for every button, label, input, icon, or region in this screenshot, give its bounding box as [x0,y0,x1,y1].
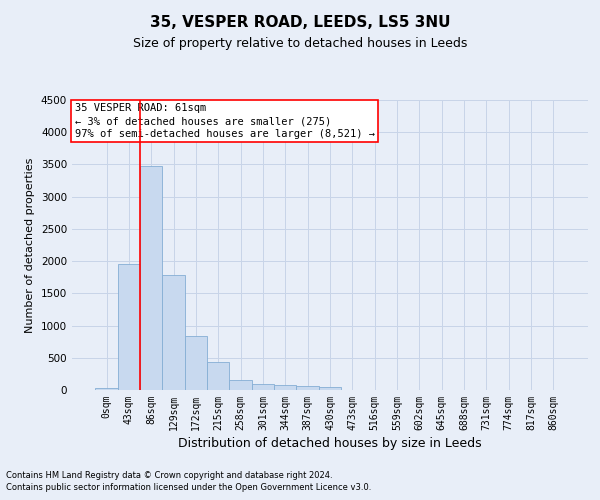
Text: Contains HM Land Registry data © Crown copyright and database right 2024.: Contains HM Land Registry data © Crown c… [6,470,332,480]
Bar [95,388,118,390]
Text: 35 VESPER ROAD: 61sqm
← 3% of detached houses are smaller (275)
97% of semi-deta: 35 VESPER ROAD: 61sqm ← 3% of detached h… [74,103,374,140]
Bar [185,336,207,390]
Bar [319,387,341,390]
Bar [118,264,140,390]
Bar [140,166,163,390]
Bar [252,384,274,390]
Y-axis label: Number of detached properties: Number of detached properties [25,158,35,332]
Text: Contains public sector information licensed under the Open Government Licence v3: Contains public sector information licen… [6,483,371,492]
Bar [163,276,185,390]
Bar [296,386,319,390]
X-axis label: Distribution of detached houses by size in Leeds: Distribution of detached houses by size … [178,437,482,450]
Bar [207,362,229,390]
Text: 35, VESPER ROAD, LEEDS, LS5 3NU: 35, VESPER ROAD, LEEDS, LS5 3NU [150,15,450,30]
Text: Size of property relative to detached houses in Leeds: Size of property relative to detached ho… [133,38,467,51]
Bar [229,380,252,390]
Bar [274,386,296,390]
